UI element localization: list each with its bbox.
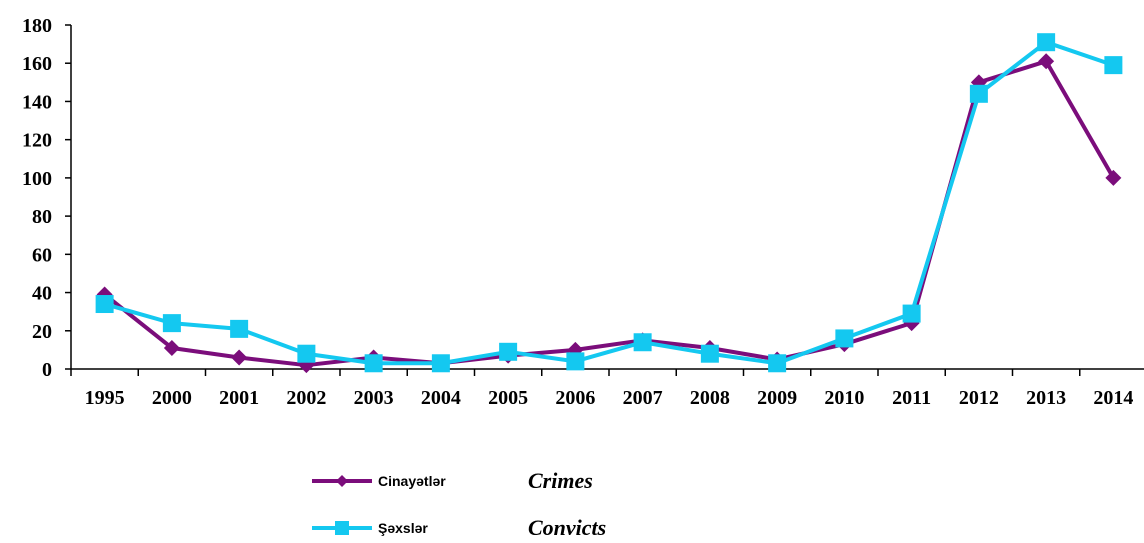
data-point: [835, 329, 854, 348]
data-point: [566, 352, 585, 371]
x-tick-label: 2001: [219, 387, 259, 409]
legend: Cinayətlər Crimes Şəxslər Convicts: [312, 468, 606, 540]
series-crimes: [96, 53, 1122, 374]
series-convicts: [95, 33, 1123, 373]
x-tick-label: 2014: [1093, 387, 1133, 409]
x-tick-label: 2011: [892, 387, 931, 409]
y-tick-label: 40: [32, 283, 52, 305]
data-point: [768, 354, 787, 373]
data-point: [297, 344, 316, 363]
data-point: [162, 314, 181, 333]
x-tick-label: 2004: [421, 387, 461, 409]
legend-label-convicts: Şəxslər: [378, 520, 428, 536]
y-tick-label: 160: [22, 53, 52, 75]
data-point: [499, 342, 518, 361]
x-tick-label: 2010: [824, 387, 864, 409]
x-tick-label: 2000: [152, 387, 192, 409]
x-tick-label: 2005: [488, 387, 528, 409]
data-point: [163, 339, 180, 356]
data-point: [969, 84, 988, 103]
data-point: [1104, 56, 1123, 75]
x-tick-label: 2013: [1026, 387, 1066, 409]
y-tick-label: 20: [32, 321, 52, 343]
x-tick-label: 2006: [555, 387, 595, 409]
legend-marker-crimes: [336, 475, 348, 487]
y-tick-label: 140: [22, 91, 52, 113]
x-tick-label: 2003: [354, 387, 394, 409]
y-tick-label: 180: [22, 15, 52, 37]
y-tick-label: 120: [22, 130, 52, 152]
data-point: [1038, 53, 1055, 70]
y-tick-label: 100: [22, 168, 52, 190]
y-tick-label: 80: [32, 206, 52, 228]
x-tick-label: 2012: [959, 387, 999, 409]
legend-item-crimes: Cinayətlər Crimes: [312, 468, 593, 493]
series-layer: [95, 33, 1123, 374]
legend-translation-crimes: Crimes: [528, 468, 593, 493]
series-line: [103, 59, 1116, 368]
x-tick-label: 2007: [623, 387, 663, 409]
y-tick-label: 60: [32, 244, 52, 266]
data-point: [230, 319, 249, 338]
y-axis: 0 20 40 60 80 100 120 140 160 180: [22, 15, 72, 381]
x-axis: 1995 2000 2001 2002 2003 2004 2005 2006 2007 2008…: [70, 368, 1144, 409]
legend-item-convicts: Şəxslər Convicts: [312, 515, 606, 540]
x-tick-label: 2002: [286, 387, 326, 409]
x-tick-label: 2009: [757, 387, 797, 409]
legend-label-crimes: Cinayətlər: [378, 473, 446, 489]
series-line: [104, 40, 1115, 366]
legend-marker-convicts: [335, 521, 349, 535]
data-point: [700, 344, 719, 363]
data-point: [231, 349, 248, 366]
y-tick-label: 0: [42, 359, 52, 381]
data-point: [431, 354, 450, 373]
x-tick-label: 2008: [690, 387, 730, 409]
legend-translation-convicts: Convicts: [528, 515, 606, 540]
data-point: [902, 304, 921, 323]
data-point: [364, 354, 383, 373]
data-point: [633, 333, 652, 352]
data-point: [1037, 33, 1056, 52]
data-point: [1105, 169, 1122, 186]
x-tick-label: 1995: [85, 387, 125, 409]
data-point: [95, 295, 114, 314]
